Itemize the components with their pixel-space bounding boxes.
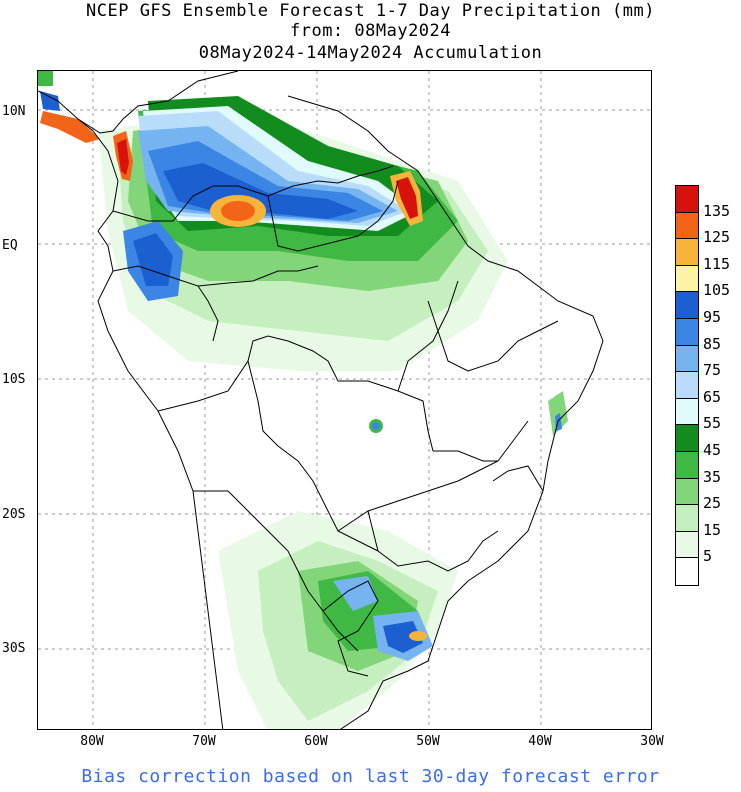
legend-label: 45 [703,441,722,459]
lon-label-40w: 40W [528,734,552,749]
legend-label: 85 [703,334,722,353]
legend-label: 65 [703,387,722,406]
lat-label-10s: 10S [2,372,26,387]
bias-correction-note: Bias correction based on last 30-day for… [81,766,660,787]
lat-label-10n: 10N [2,104,26,119]
legend-label: 95 [703,308,722,326]
legend-label: 25 [703,494,722,513]
legend-swatch [676,398,698,426]
legend-swatch [676,239,698,266]
lon-label-30w: 30W [640,734,664,749]
graticule [38,71,651,729]
legend-swatch [676,318,698,346]
legend-swatch [676,345,698,373]
color-legend [675,185,699,586]
legend-swatch [676,212,698,240]
legend-swatch [676,505,698,532]
map-frame [37,70,652,730]
legend-label: 125 [703,228,731,247]
legend-label: 5 [703,547,713,566]
chart-subtitle-date: from: 08May2024 [289,21,452,41]
precip-shading [38,71,568,729]
legend-swatch [676,292,698,319]
legend-label: 75 [703,361,722,380]
legend-swatch [676,425,698,452]
legend-swatch [676,372,698,399]
legend-label: 135 [703,201,731,220]
lat-label-eq: EQ [2,238,18,253]
lat-label-20s: 20S [2,507,26,522]
legend-swatch [676,558,698,585]
legend-label: 115 [703,254,731,273]
legend-swatch [676,478,698,506]
precipitation-map [38,71,651,729]
lon-label-80w: 80W [80,734,104,749]
legend-swatch [676,451,698,479]
legend-label: 35 [703,467,722,486]
legend-swatch [676,186,698,213]
legend-label: 105 [703,281,731,300]
lon-label-70w: 70W [192,734,216,749]
boundaries [38,71,604,729]
legend-swatch [676,531,698,559]
chart-subtitle-period: 08May2024-14May2024 Accumulation [198,43,543,63]
legend-label: 15 [703,520,722,539]
lat-label-30s: 30S [2,641,26,656]
legend-swatch [676,265,698,293]
lon-label-50w: 50W [416,734,440,749]
lon-label-60w: 60W [304,734,328,749]
legend-label: 55 [703,414,722,433]
chart-title: NCEP GFS Ensemble Forecast 1-7 Day Preci… [86,1,655,21]
